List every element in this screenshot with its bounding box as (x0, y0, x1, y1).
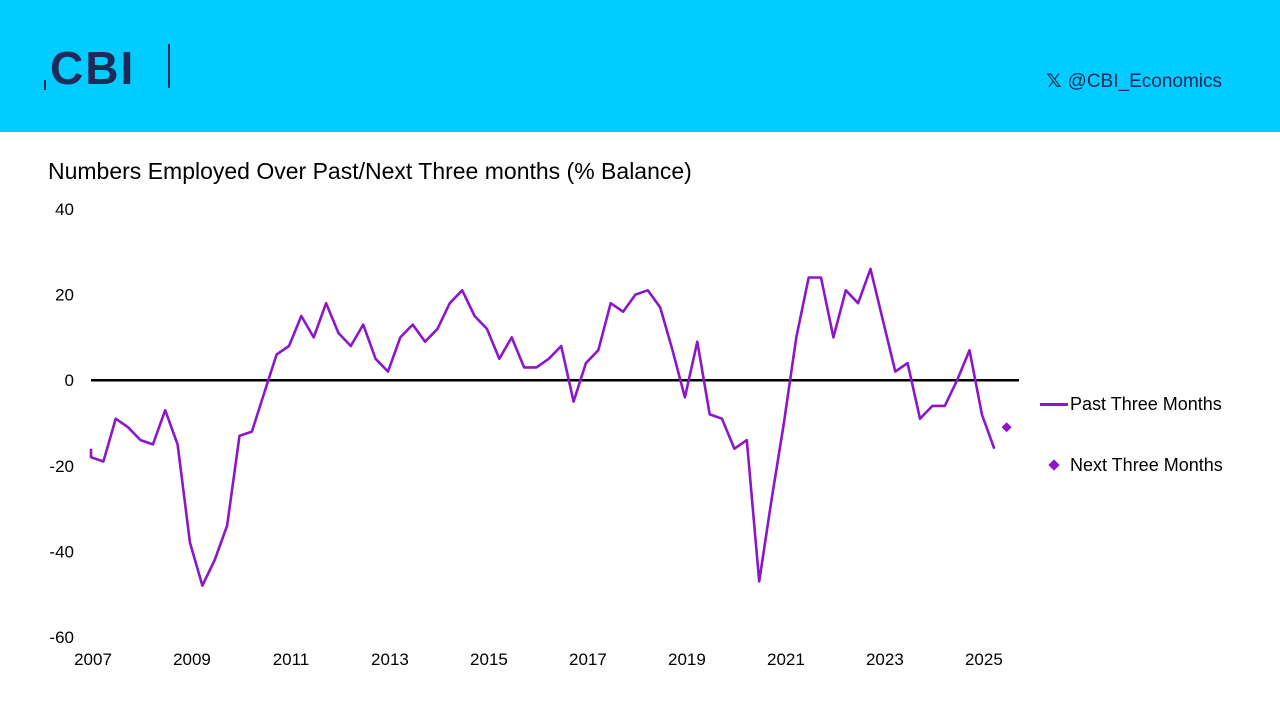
cbi-logo: CBI (44, 40, 184, 94)
legend-item-next: Next Three Months (1040, 451, 1223, 479)
x-tick-label: 2009 (173, 650, 211, 669)
y-tick-label: -40 (49, 542, 74, 561)
series-marker-next-three-months (1001, 422, 1012, 433)
y-tick-label: -20 (49, 457, 74, 476)
x-icon: 𝕏 (1046, 71, 1062, 92)
series-line-past-three-months (89, 267, 996, 587)
social-handle[interactable]: 𝕏 @CBI_Economics (1046, 70, 1222, 93)
series-layer (89, 267, 1012, 587)
header-banner (0, 0, 1280, 132)
x-axis-ticks: 2007 2009 2011 2013 2015 2017 2019 2021 2023 2025 (74, 650, 1003, 669)
y-tick-label: 40 (55, 200, 74, 219)
x-tick-label: 2013 (371, 650, 409, 669)
y-axis-ticks: 40 20 0 -20 -40 -60 (49, 200, 74, 647)
legend-diamond-swatch (1048, 459, 1060, 471)
x-tick-label: 2007 (74, 650, 112, 669)
y-tick-label: 0 (65, 371, 74, 390)
social-handle-text: @CBI_Economics (1067, 70, 1222, 92)
chart-title: Numbers Employed Over Past/Next Three mo… (48, 158, 692, 184)
logo-bar-left (44, 80, 46, 90)
legend-item-past: Past Three Months (1040, 390, 1223, 418)
y-tick-label: -60 (49, 628, 74, 647)
x-tick-label: 2025 (965, 650, 1003, 669)
x-tick-label: 2019 (668, 650, 706, 669)
legend-line-swatch (1040, 402, 1068, 406)
logo-text: CBI (50, 42, 136, 94)
y-tick-label: 20 (55, 286, 74, 305)
legend-label-next: Next Three Months (1070, 454, 1223, 475)
x-tick-label: 2015 (470, 650, 508, 669)
x-tick-label: 2011 (273, 650, 310, 669)
legend-label-past: Past Three Months (1070, 393, 1222, 414)
logo-bar-right (168, 44, 170, 88)
x-tick-label: 2021 (767, 650, 805, 669)
x-tick-label: 2023 (866, 650, 904, 669)
x-tick-label: 2017 (569, 650, 607, 669)
legend: Past Three Months Next Three Months (1040, 390, 1223, 512)
